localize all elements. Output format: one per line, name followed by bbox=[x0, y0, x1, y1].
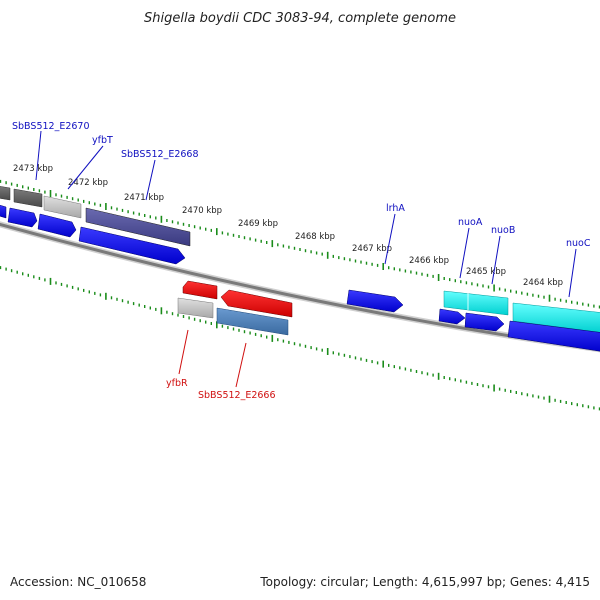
tick-label: 2468 kbp bbox=[295, 232, 335, 242]
label-leader-line bbox=[459, 227, 470, 279]
gene-arrow-blue bbox=[438, 308, 466, 325]
tick-label: 2472 kbp bbox=[68, 178, 108, 188]
gene-label-yfbr: yfbR bbox=[166, 378, 188, 389]
gene-arrow-blue bbox=[507, 320, 600, 352]
tick-label: 2470 kbp bbox=[182, 206, 222, 216]
feature-cyan bbox=[443, 290, 509, 316]
gene-arrow-blue bbox=[78, 226, 186, 265]
tick-label: 2466 kbp bbox=[409, 256, 449, 266]
label-leader-line bbox=[235, 342, 247, 388]
feature-grey bbox=[13, 188, 43, 208]
label-leader-line bbox=[178, 329, 189, 375]
label-leader-line bbox=[568, 248, 577, 298]
tick-label: 2467 kbp bbox=[352, 244, 392, 254]
genome-summary-text: Topology: circular; Length: 4,615,997 bp… bbox=[260, 575, 590, 589]
label-leader-line bbox=[35, 130, 42, 181]
tick-label: 2469 kbp bbox=[238, 219, 278, 229]
outer-tick-row bbox=[0, 179, 600, 309]
gene-label-sbbs512-e2670: SbBS512_E2670 bbox=[12, 121, 90, 132]
label-leader-line bbox=[384, 213, 396, 265]
label-leader-line bbox=[67, 145, 104, 190]
gene-arrow-blue bbox=[346, 289, 404, 313]
map-title: Shigella boydii CDC 3083-94, complete ge… bbox=[144, 11, 456, 26]
gene-label-yfbt: yfbT bbox=[92, 135, 113, 146]
gene-arrow-red bbox=[182, 280, 218, 300]
gene-arrow-blue bbox=[0, 204, 7, 219]
feature-lightgrey bbox=[43, 195, 82, 219]
feature-steelblue bbox=[216, 307, 289, 336]
accession-text: Accession: NC_010658 bbox=[10, 575, 147, 589]
feature-navy bbox=[85, 207, 191, 247]
gene-label-nuob: nuoB bbox=[491, 225, 515, 236]
gene-arrow-blue bbox=[464, 312, 505, 332]
gene-label-sbbs512-e2668: SbBS512_E2668 bbox=[121, 149, 199, 160]
gene-arrow-red bbox=[220, 289, 293, 318]
gene-arrow-blue bbox=[7, 207, 38, 228]
gene-label-sbbs512-e2666: SbBS512_E2666 bbox=[198, 390, 276, 401]
feature-cyan bbox=[512, 302, 600, 333]
feature-grey-left bbox=[0, 186, 11, 201]
tick-label: 2464 kbp bbox=[523, 278, 563, 288]
label-leader-line bbox=[491, 235, 501, 285]
tick-label: 2471 kbp bbox=[124, 193, 164, 203]
gene-arrow-blue bbox=[37, 213, 77, 238]
inner-tick-row bbox=[0, 266, 600, 411]
gene-label-nuoa: nuoA bbox=[458, 217, 483, 228]
label-leader-line bbox=[145, 159, 156, 201]
tick-label: 2473 kbp bbox=[13, 164, 53, 174]
gene-label-nuoc: nuoC bbox=[566, 238, 591, 249]
tick-label: 2465 kbp bbox=[466, 267, 506, 277]
feature-lightgrey bbox=[177, 297, 214, 319]
gene-label-lrha: lrhA bbox=[386, 203, 405, 214]
